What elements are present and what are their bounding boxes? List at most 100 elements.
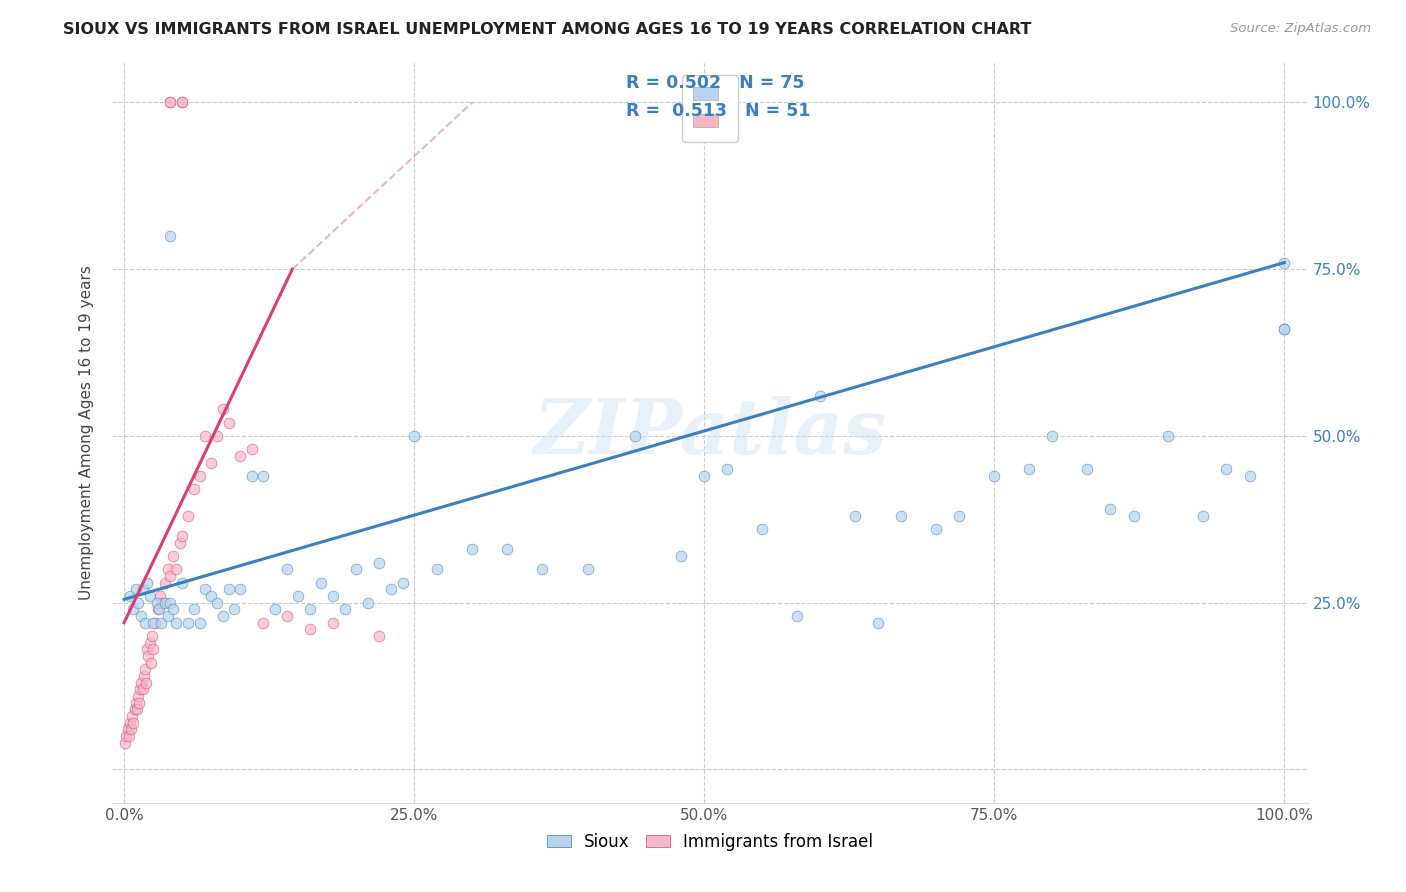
Point xyxy=(177,615,200,630)
Point xyxy=(205,429,228,443)
Point xyxy=(150,596,173,610)
Point xyxy=(1157,429,1180,443)
Point xyxy=(716,462,738,476)
Point xyxy=(157,562,180,576)
Point xyxy=(344,562,367,576)
Point xyxy=(153,596,176,610)
Point xyxy=(322,589,344,603)
Point xyxy=(298,623,321,637)
Point xyxy=(127,596,149,610)
Point xyxy=(461,542,484,557)
Point xyxy=(1272,322,1295,336)
Legend: Sioux, Immigrants from Israel: Sioux, Immigrants from Israel xyxy=(540,826,880,857)
Point xyxy=(131,609,153,624)
Point xyxy=(252,469,274,483)
Point xyxy=(311,575,333,590)
Point xyxy=(131,675,153,690)
Point xyxy=(240,442,263,457)
Point xyxy=(127,689,149,703)
Point xyxy=(159,95,181,110)
Text: R =  0.513   N = 51: R = 0.513 N = 51 xyxy=(627,102,811,120)
Point xyxy=(218,582,240,597)
Point xyxy=(188,615,211,630)
Point xyxy=(751,522,773,536)
Point xyxy=(1239,469,1261,483)
Point xyxy=(162,549,184,563)
Point xyxy=(118,729,141,743)
Point xyxy=(623,429,645,443)
Point xyxy=(142,642,165,657)
Point xyxy=(148,602,170,616)
Point xyxy=(224,602,246,616)
Point xyxy=(159,95,181,110)
Point xyxy=(576,562,599,576)
Point xyxy=(1099,502,1122,516)
Y-axis label: Unemployment Among Ages 16 to 19 years: Unemployment Among Ages 16 to 19 years xyxy=(79,265,94,600)
Point xyxy=(205,596,228,610)
Point xyxy=(298,602,321,616)
Point xyxy=(125,582,148,597)
Point xyxy=(240,469,263,483)
Point xyxy=(159,228,181,243)
Point xyxy=(177,508,200,523)
Point xyxy=(145,596,167,610)
Point xyxy=(172,95,194,110)
Point xyxy=(172,529,194,543)
Point xyxy=(122,602,145,616)
Text: Source: ZipAtlas.com: Source: ZipAtlas.com xyxy=(1230,22,1371,36)
Point xyxy=(890,508,912,523)
Point xyxy=(183,483,205,497)
Point xyxy=(322,615,344,630)
Point xyxy=(125,696,148,710)
Point xyxy=(229,449,252,463)
Point xyxy=(134,615,156,630)
Point xyxy=(868,615,890,630)
Point xyxy=(118,589,141,603)
Point xyxy=(146,602,169,616)
Point xyxy=(131,582,153,597)
Point xyxy=(530,562,553,576)
Point xyxy=(139,656,162,670)
Point xyxy=(333,602,356,616)
Point xyxy=(1192,508,1215,523)
Point xyxy=(357,596,380,610)
Point xyxy=(120,723,142,737)
Point xyxy=(138,636,160,650)
Point xyxy=(124,702,146,716)
Text: ZIPatlas: ZIPatlas xyxy=(533,396,887,469)
Point xyxy=(426,562,449,576)
Text: R = 0.502   N = 75: R = 0.502 N = 75 xyxy=(627,74,804,93)
Point xyxy=(194,582,217,597)
Point xyxy=(157,609,180,624)
Point xyxy=(188,469,211,483)
Point xyxy=(138,648,160,663)
Point xyxy=(142,615,165,630)
Point xyxy=(194,429,217,443)
Point xyxy=(165,562,187,576)
Point xyxy=(129,682,152,697)
Point xyxy=(786,609,808,624)
Point xyxy=(669,549,692,563)
Point xyxy=(808,389,831,403)
Point xyxy=(693,469,716,483)
Point xyxy=(135,675,157,690)
Point xyxy=(211,609,233,624)
Point xyxy=(183,602,205,616)
Point xyxy=(1215,462,1237,476)
Point xyxy=(150,615,173,630)
Point xyxy=(391,575,413,590)
Point xyxy=(1018,462,1040,476)
Point xyxy=(252,615,274,630)
Point xyxy=(169,535,191,549)
Text: SIOUX VS IMMIGRANTS FROM ISRAEL UNEMPLOYMENT AMONG AGES 16 TO 19 YEARS CORRELATI: SIOUX VS IMMIGRANTS FROM ISRAEL UNEMPLOY… xyxy=(63,22,1032,37)
Point xyxy=(287,589,309,603)
Point xyxy=(145,615,167,630)
Point xyxy=(1076,462,1098,476)
Point xyxy=(200,589,222,603)
Point xyxy=(125,702,148,716)
Point xyxy=(172,575,194,590)
Point xyxy=(149,589,172,603)
Point xyxy=(128,696,150,710)
Point xyxy=(1122,508,1144,523)
Point xyxy=(134,662,156,676)
